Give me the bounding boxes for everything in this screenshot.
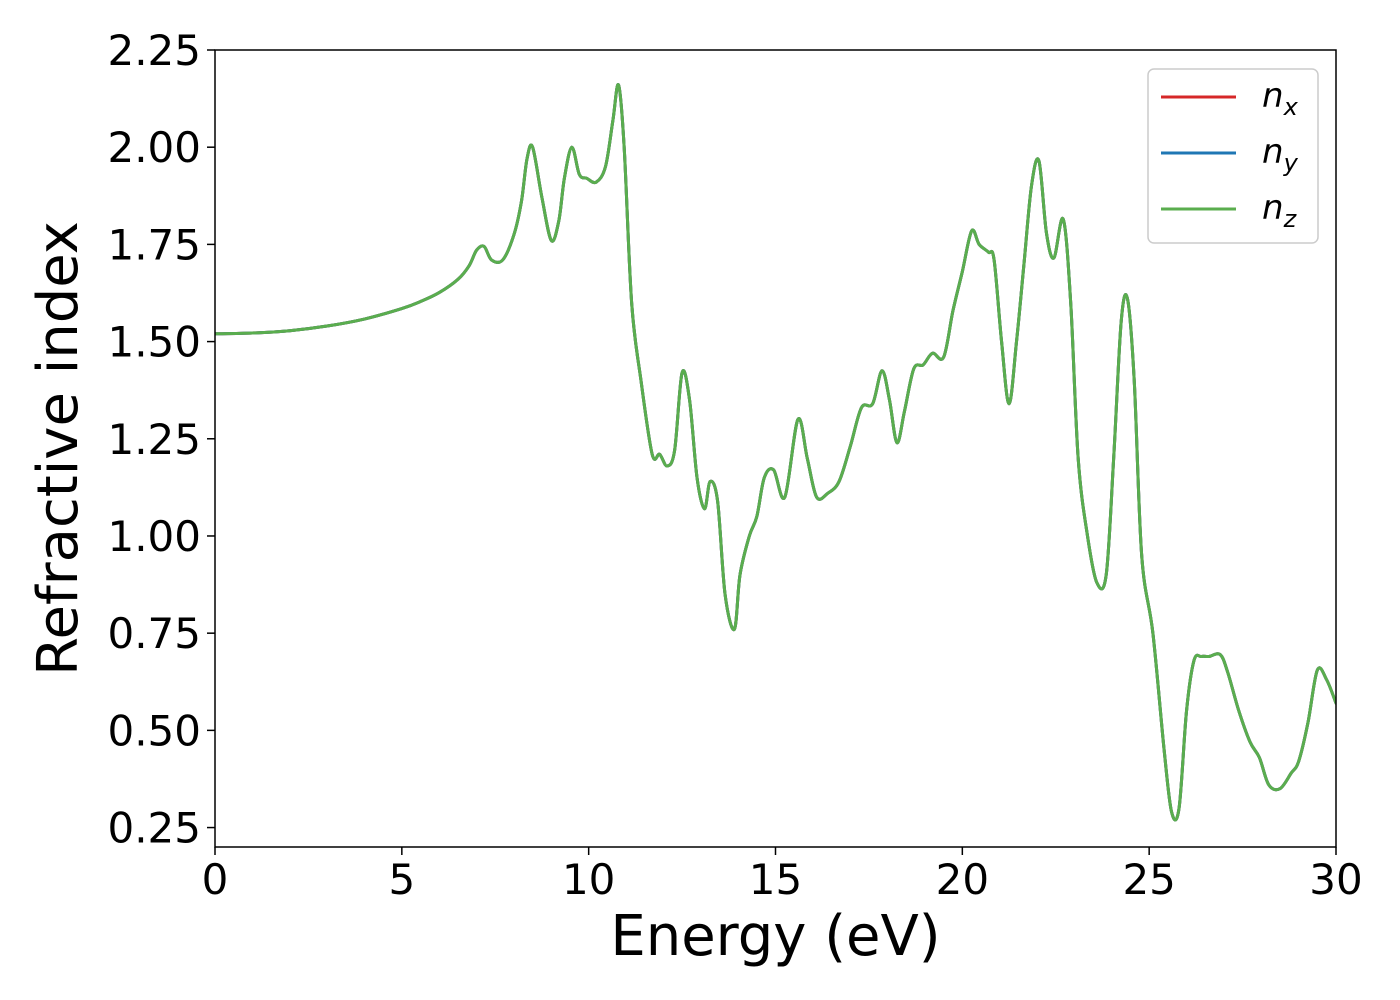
x-tick-label: 30 (1309, 855, 1362, 904)
y-tick-label: 1.25 (107, 415, 201, 464)
x-tick-label: 20 (936, 855, 989, 904)
y-tick-label: 2.25 (107, 26, 201, 75)
x-tick-label: 5 (388, 855, 415, 904)
legend-item-ny: ny (1161, 132, 1299, 177)
legend-items: nx ny nz (1161, 76, 1299, 233)
x-tick-label: 15 (749, 855, 802, 904)
x-tick-label: 25 (1122, 855, 1175, 904)
legend-label-nz: nz (1262, 188, 1298, 233)
legend-box (1147, 68, 1319, 244)
x-tick-label: 10 (562, 855, 615, 904)
y-tick-label: 2.00 (107, 123, 201, 172)
legend-label-nx: nx (1262, 76, 1299, 121)
legend: nx ny nz (1147, 68, 1319, 244)
y-tick-label: 0.50 (107, 706, 201, 755)
y-tick-label: 1.50 (107, 318, 201, 367)
series-line-nz (215, 83, 1336, 822)
y-tick-label: 1.00 (107, 512, 201, 561)
legend-item-nz: nz (1161, 188, 1298, 233)
y-axis-label: Refractive index (26, 221, 91, 676)
series-layer (215, 83, 1336, 822)
x-tick-label: 0 (202, 855, 229, 904)
legend-item-nx: nx (1161, 76, 1299, 121)
legend-label-ny: ny (1262, 132, 1299, 177)
x-axis-label: Energy (eV) (610, 904, 940, 969)
y-tick-label: 0.25 (107, 804, 201, 853)
y-tick-label: 0.75 (107, 609, 201, 658)
axis-ticks: 0 5 10 15 20 25 30 0.25 0.50 0.75 1.00 1.25 1.50 1.75… (107, 26, 1362, 904)
y-tick-label: 1.75 (107, 220, 201, 269)
